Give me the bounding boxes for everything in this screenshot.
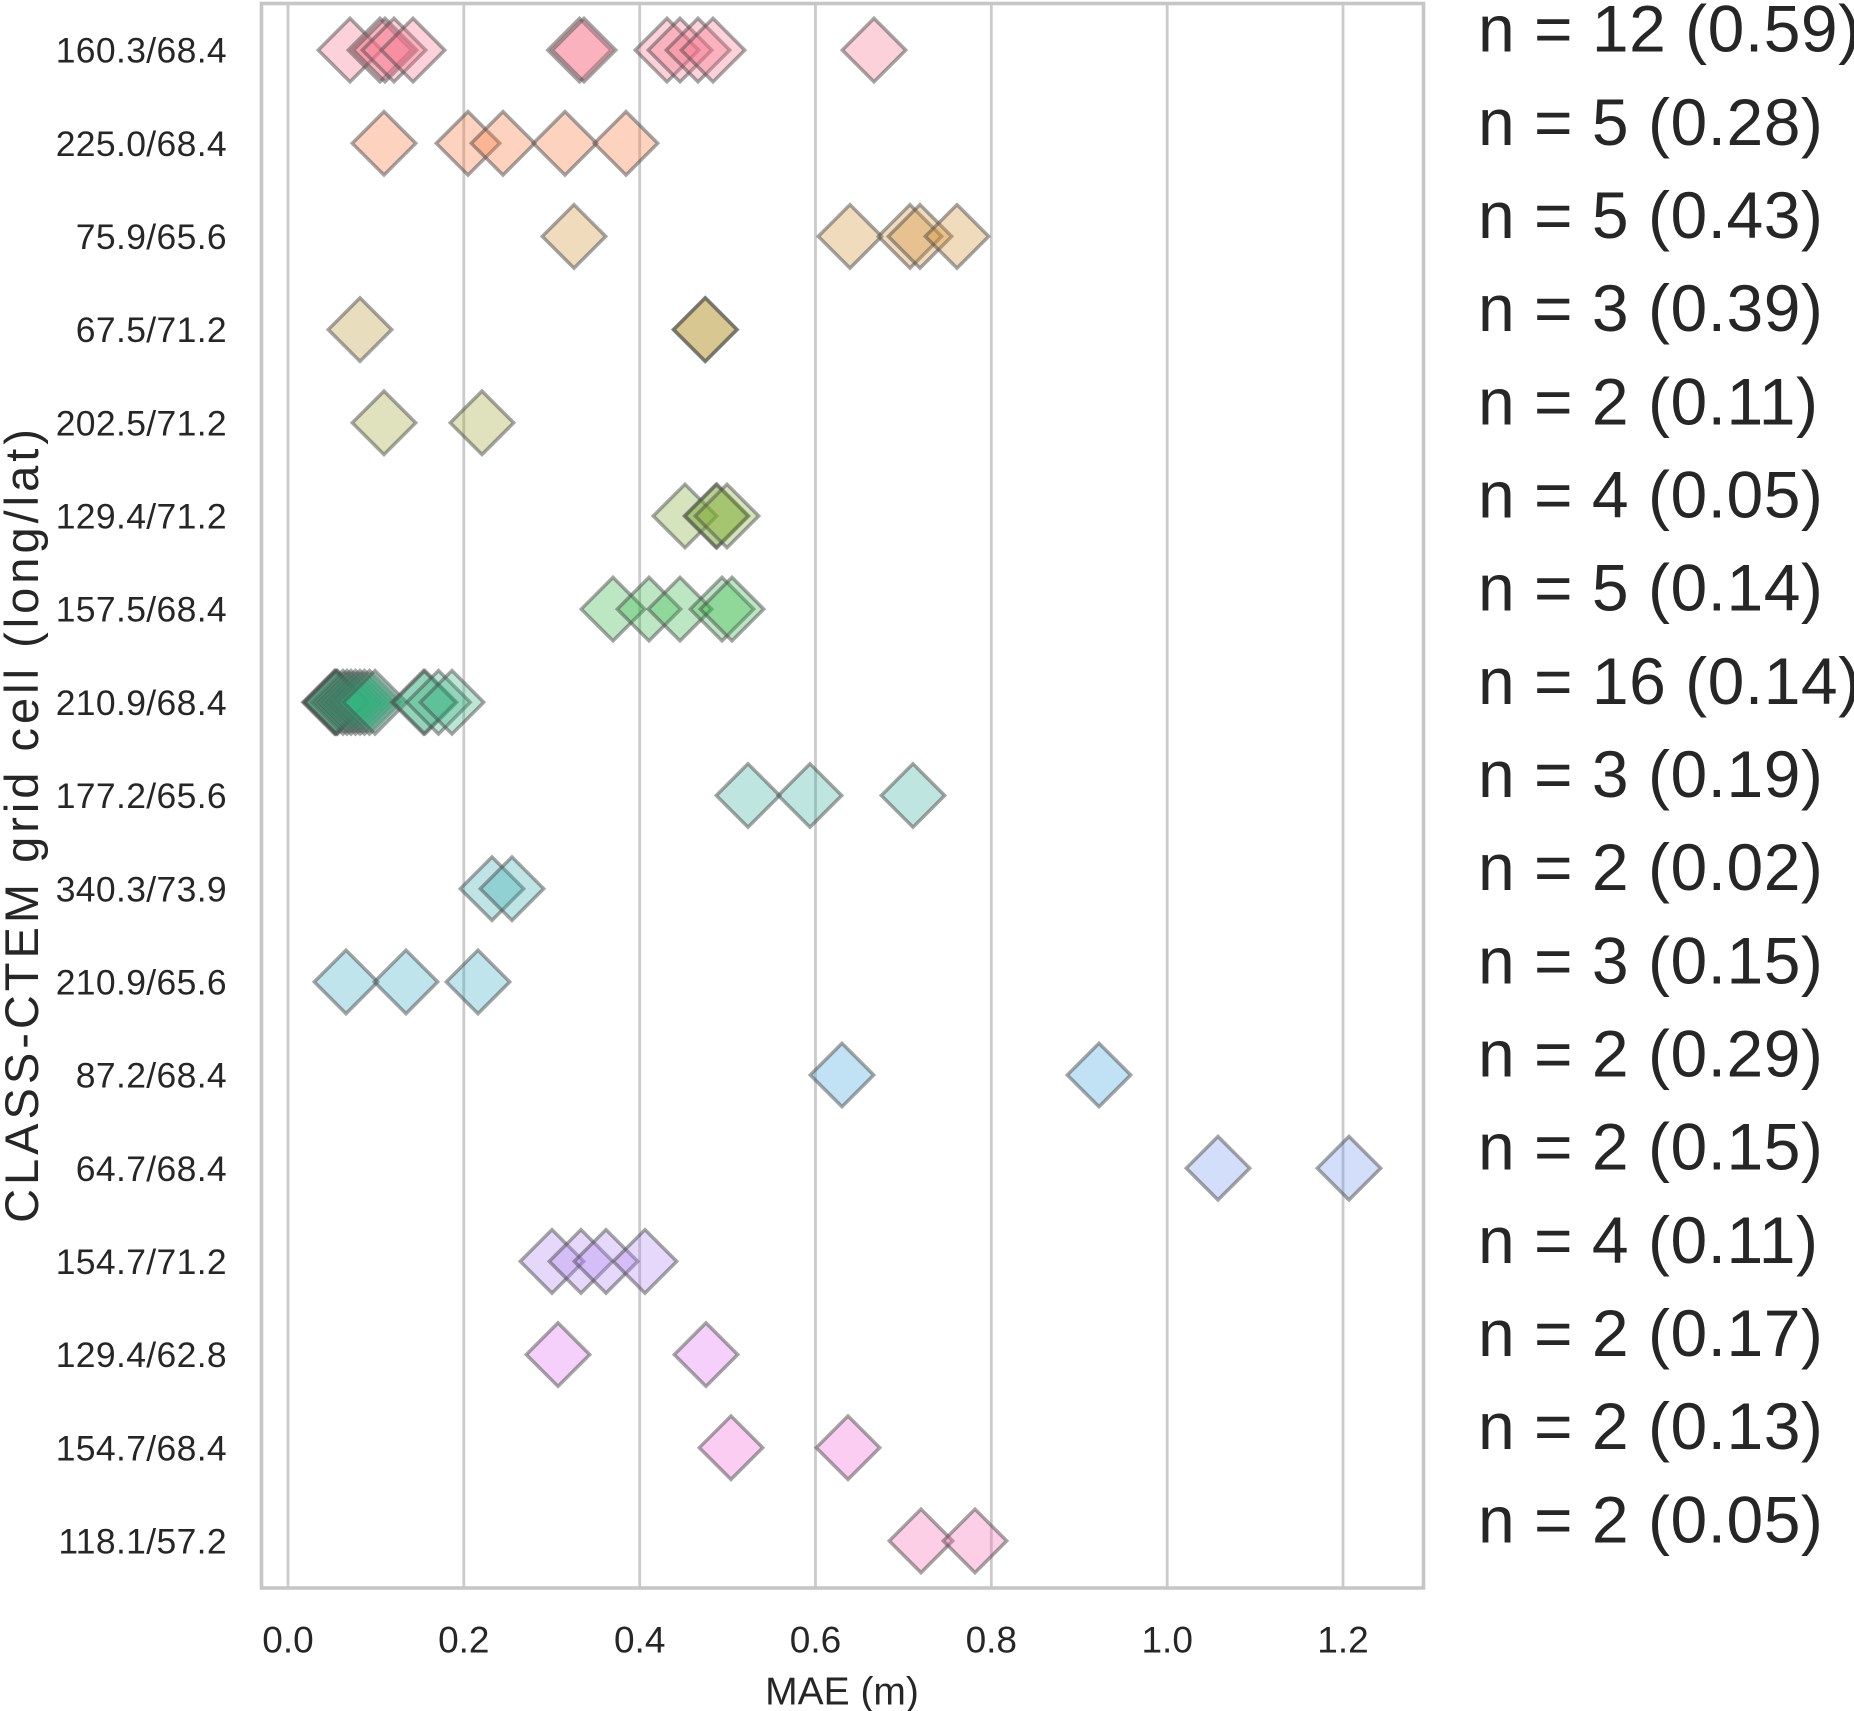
svg-text:n = 5 (0.43): n = 5 (0.43) xyxy=(1478,178,1823,252)
svg-text:157.5/68.4: 157.5/68.4 xyxy=(56,590,227,630)
svg-text:n = 16 (0.14): n = 16 (0.14) xyxy=(1478,644,1854,718)
svg-text:n = 2 (0.11): n = 2 (0.11) xyxy=(1478,364,1818,438)
svg-text:1.2: 1.2 xyxy=(1317,1620,1368,1661)
svg-text:64.7/68.4: 64.7/68.4 xyxy=(76,1149,227,1189)
svg-text:210.9/65.6: 210.9/65.6 xyxy=(56,963,227,1003)
svg-text:177.2/65.6: 177.2/65.6 xyxy=(56,776,227,816)
svg-text:0.4: 0.4 xyxy=(614,1620,665,1661)
svg-text:n = 4 (0.11): n = 4 (0.11) xyxy=(1478,1203,1818,1277)
svg-text:129.4/71.2: 129.4/71.2 xyxy=(56,497,227,537)
svg-text:n = 3 (0.15): n = 3 (0.15) xyxy=(1478,923,1823,997)
svg-text:67.5/71.2: 67.5/71.2 xyxy=(76,310,227,350)
svg-text:210.9/68.4: 210.9/68.4 xyxy=(56,683,227,723)
svg-text:n = 5 (0.28): n = 5 (0.28) xyxy=(1478,85,1823,159)
svg-text:n = 4 (0.05): n = 4 (0.05) xyxy=(1478,458,1823,532)
svg-text:n = 2 (0.29): n = 2 (0.29) xyxy=(1478,1017,1823,1091)
svg-text:129.4/62.8: 129.4/62.8 xyxy=(56,1335,227,1375)
svg-text:0.2: 0.2 xyxy=(438,1620,489,1661)
svg-text:n = 5 (0.14): n = 5 (0.14) xyxy=(1478,551,1823,625)
svg-text:118.1/57.2: 118.1/57.2 xyxy=(58,1522,227,1562)
svg-text:0.8: 0.8 xyxy=(966,1620,1017,1661)
svg-text:1.0: 1.0 xyxy=(1141,1620,1192,1661)
svg-text:n = 2 (0.15): n = 2 (0.15) xyxy=(1478,1110,1823,1184)
svg-text:154.7/68.4: 154.7/68.4 xyxy=(56,1428,227,1468)
svg-text:CLASS-CTEM grid cell (long/lat: CLASS-CTEM grid cell (long/lat) xyxy=(0,425,48,1223)
svg-text:n = 2 (0.13): n = 2 (0.13) xyxy=(1478,1389,1823,1463)
svg-text:MAE (m): MAE (m) xyxy=(765,1671,919,1711)
svg-text:n = 2 (0.05): n = 2 (0.05) xyxy=(1478,1482,1823,1556)
svg-text:0.0: 0.0 xyxy=(262,1620,313,1661)
svg-text:n = 3 (0.19): n = 3 (0.19) xyxy=(1478,737,1823,811)
svg-text:0.6: 0.6 xyxy=(790,1620,841,1661)
svg-text:n = 2 (0.17): n = 2 (0.17) xyxy=(1478,1296,1823,1370)
svg-text:340.3/73.9: 340.3/73.9 xyxy=(56,869,227,909)
svg-text:n = 2 (0.02): n = 2 (0.02) xyxy=(1478,830,1823,904)
svg-text:75.9/65.6: 75.9/65.6 xyxy=(76,217,227,257)
svg-text:225.0/68.4: 225.0/68.4 xyxy=(56,124,227,164)
svg-text:n = 12 (0.59): n = 12 (0.59) xyxy=(1478,0,1854,66)
svg-text:n = 3 (0.39): n = 3 (0.39) xyxy=(1478,271,1823,345)
svg-text:160.3/68.4: 160.3/68.4 xyxy=(56,31,227,71)
svg-text:87.2/68.4: 87.2/68.4 xyxy=(76,1056,227,1096)
svg-text:202.5/71.2: 202.5/71.2 xyxy=(56,403,227,443)
svg-text:154.7/71.2: 154.7/71.2 xyxy=(56,1242,227,1282)
